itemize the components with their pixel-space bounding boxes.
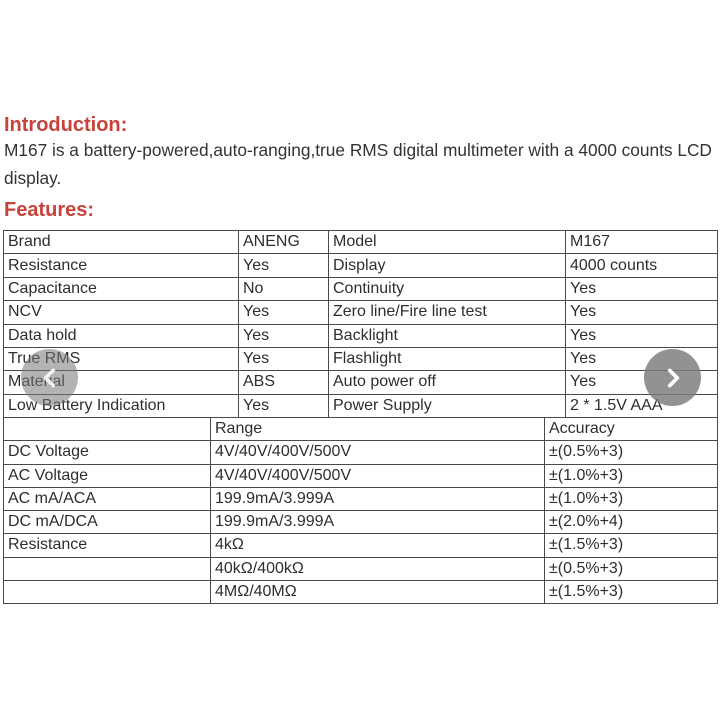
table-row: Resistance Yes Display 4000 counts <box>3 253 718 278</box>
table-row: AC Voltage 4V/40V/400V/500V ±(1.0%+3) <box>3 463 718 488</box>
feature-name-cell: Model <box>328 229 566 255</box>
feature-name-cell: Resistance <box>3 253 239 278</box>
measurement-cell: DC mA/DCA <box>3 509 211 535</box>
feature-name-cell: Auto power off <box>328 370 566 395</box>
table-row: DC mA/DCA 199.9mA/3.999A ±(2.0%+4) <box>3 509 718 535</box>
measurement-cell: AC mA/ACA <box>3 486 211 512</box>
header-cell-range: Range <box>210 416 545 442</box>
range-cell: 4V/40V/400V/500V <box>210 463 545 488</box>
feature-value-cell: Yes <box>565 323 718 348</box>
table-row: NCV Yes Zero line/Fire line test Yes <box>3 300 718 325</box>
introduction-body: M167 is a battery-powered,auto-ranging,t… <box>4 140 712 188</box>
feature-value-cell: ANENG <box>238 229 329 255</box>
feature-value-cell: Yes <box>238 323 329 348</box>
feature-value-cell: Yes <box>565 276 718 302</box>
feature-value-cell: M167 <box>565 229 718 255</box>
table-row: Brand ANENG Model M167 <box>3 229 718 255</box>
range-cell: 4kΩ <box>210 533 545 558</box>
header-cell-accuracy: Accuracy <box>544 416 718 442</box>
table-row: True RMS Yes Flashlight Yes <box>3 346 718 372</box>
range-cell: 199.9mA/3.999A <box>210 486 545 512</box>
feature-value-cell: Yes <box>565 300 718 325</box>
carousel-next-button[interactable] <box>644 349 701 406</box>
accuracy-cell: ±(1.0%+3) <box>544 486 718 512</box>
feature-value-cell: Yes <box>238 346 329 372</box>
table-row: DC Voltage 4V/40V/400V/500V ±(0.5%+3) <box>3 440 718 465</box>
measurement-cell: AC Voltage <box>3 463 211 488</box>
table-row: Capacitance No Continuity Yes <box>3 276 718 302</box>
introduction-heading: Introduction: <box>4 114 128 136</box>
measurement-cell: Resistance <box>3 533 211 558</box>
accuracy-cell: ±(0.5%+3) <box>544 440 718 465</box>
feature-name-cell: Display <box>328 253 566 278</box>
feature-value-cell: ABS <box>238 370 329 395</box>
ranges-accuracy-table: Range Accuracy DC Voltage 4V/40V/400V/50… <box>3 416 718 605</box>
feature-value-cell: 4000 counts <box>565 253 718 278</box>
table-header-row: Range Accuracy <box>3 416 718 442</box>
feature-name-cell: Backlight <box>328 323 566 348</box>
accuracy-cell: ±(1.5%+3) <box>544 533 718 558</box>
accuracy-cell: ±(1.5%+3) <box>544 579 718 605</box>
feature-name-cell: Brand <box>3 229 239 255</box>
table-row: 4MΩ/40MΩ ±(1.5%+3) <box>3 579 718 605</box>
features-heading: Features: <box>4 199 95 221</box>
feature-value-cell: Yes <box>238 253 329 278</box>
measurement-cell <box>3 579 211 605</box>
carousel-prev-button[interactable] <box>21 349 78 406</box>
feature-value-cell: Yes <box>238 300 329 325</box>
feature-name-cell: Capacitance <box>3 276 239 302</box>
range-cell: 199.9mA/3.999A <box>210 509 545 535</box>
feature-name-cell: Continuity <box>328 276 566 302</box>
accuracy-cell: ±(1.0%+3) <box>544 463 718 488</box>
accuracy-cell: ±(0.5%+3) <box>544 556 718 581</box>
range-cell: 4MΩ/40MΩ <box>210 579 545 605</box>
table-row: Resistance 4kΩ ±(1.5%+3) <box>3 533 718 558</box>
feature-value-cell: No <box>238 276 329 302</box>
table-row: AC mA/ACA 199.9mA/3.999A ±(1.0%+3) <box>3 486 718 512</box>
table-row: 40kΩ/400kΩ ±(0.5%+3) <box>3 556 718 581</box>
range-cell: 40kΩ/400kΩ <box>210 556 545 581</box>
chevron-left-icon <box>37 365 63 391</box>
feature-name-cell: Flashlight <box>328 346 566 372</box>
features-table: Brand ANENG Model M167 Resistance Yes Di… <box>3 229 718 419</box>
table-row: Low Battery Indication Yes Power Supply … <box>3 393 718 419</box>
accuracy-cell: ±(2.0%+4) <box>544 509 718 535</box>
measurement-cell: DC Voltage <box>3 440 211 465</box>
chevron-right-icon <box>660 365 686 391</box>
feature-value-cell: Yes <box>238 393 329 419</box>
feature-name-cell: NCV <box>3 300 239 325</box>
feature-name-cell: Data hold <box>3 323 239 348</box>
header-cell <box>3 416 211 442</box>
range-cell: 4V/40V/400V/500V <box>210 440 545 465</box>
feature-name-cell: Zero line/Fire line test <box>328 300 566 325</box>
feature-value-cell: 2 * 1.5V AAA <box>565 393 718 419</box>
table-row: Data hold Yes Backlight Yes <box>3 323 718 348</box>
feature-name-cell: Power Supply <box>328 393 566 419</box>
table-row: Material ABS Auto power off Yes <box>3 370 718 395</box>
measurement-cell <box>3 556 211 581</box>
